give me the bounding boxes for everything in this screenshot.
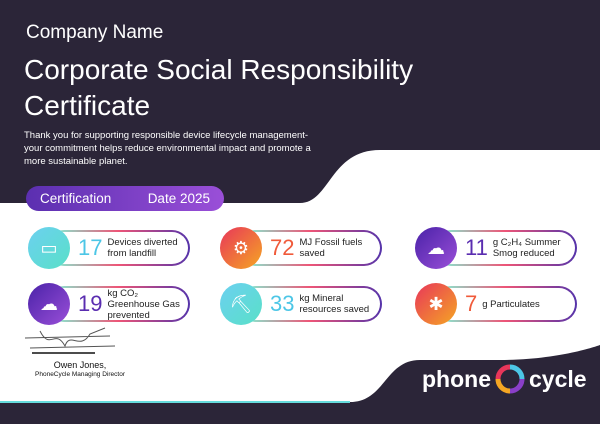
stat-pill-inner: 11 g C₂H₄ Summer Smog reduced [435,232,575,264]
signer-role: PhoneCycle Managing Director [35,371,125,378]
certification-bar: Certification Date 2025 [26,186,224,211]
devices-icon: ▭ [28,227,70,269]
stat-value: 7 [465,291,478,316]
stat-pill: 72 MJ Fossil fuels saved [238,230,382,266]
certification-label: Certification [40,191,112,206]
smog-cloud-icon: ☁ [415,227,457,269]
stat-label: Devices diverted from landfill [107,237,178,259]
stat-pill: 11 g C₂H₄ Summer Smog reduced [433,230,577,266]
stat-label: kg CO₂ Greenhouse Gas prevented [107,287,180,321]
stat-pill: 33 kg Mineral resources saved [238,286,382,322]
stat-pill: 7 g Particulates [433,286,577,322]
stat-card: 7 g Particulates ✱ [415,283,577,325]
stat-value: 11 [465,235,488,260]
stat-pill-inner: 17 Devices diverted from landfill [48,232,188,264]
phonecycle-logo: phone cycle [422,364,587,394]
stat-label: g Particulates [482,298,540,310]
stat-value: 17 [78,235,103,260]
logo-text-cycle: cycle [529,365,587,392]
stat-card: 33 kg Mineral resources saved ⛏ [220,283,382,325]
stat-value: 19 [78,291,103,316]
co2-cloud-icon: ☁ [28,283,70,325]
signer-name: Owen Jones, [53,360,107,370]
stat-pill: 19 kg CO₂ Greenhouse Gas prevented [46,286,190,322]
particles-icon: ✱ [415,283,457,325]
intro-text: Thank you for supporting responsible dev… [24,130,311,167]
mine-cart-icon: ⛏ [220,283,262,325]
stat-value: 33 [270,291,295,316]
stat-pill-inner: 33 kg Mineral resources saved [240,288,380,320]
company-name: Company Name [26,22,164,43]
stat-pill: 17 Devices diverted from landfill [46,230,190,266]
stat-label: MJ Fossil fuels saved [299,237,363,259]
stat-pill-inner: 7 g Particulates [435,288,575,320]
stat-pill-inner: 72 MJ Fossil fuels saved [240,232,380,264]
stat-card: 17 Devices diverted from landfill ▭ [28,227,190,269]
stat-card: 11 g C₂H₄ Summer Smog reduced ☁ [415,227,577,269]
certificate-title: Corporate Social Responsibility Certific… [24,54,414,121]
signature [24,327,116,354]
stat-label: g C₂H₄ Summer Smog reduced [492,237,561,259]
stat-card: 19 kg CO₂ Greenhouse Gas prevented ☁ [28,283,190,325]
certification-date: Date 2025 [147,191,210,206]
cycle-arrows-icon [495,364,525,394]
oil-rig-icon: ⚙ [220,227,262,269]
stat-label: kg Mineral resources saved [299,293,370,315]
stat-value: 72 [270,235,295,260]
stat-pill-inner: 19 kg CO₂ Greenhouse Gas prevented [48,287,188,321]
stat-card: 72 MJ Fossil fuels saved ⚙ [220,227,382,269]
logo-text-phone: phone [422,365,491,392]
